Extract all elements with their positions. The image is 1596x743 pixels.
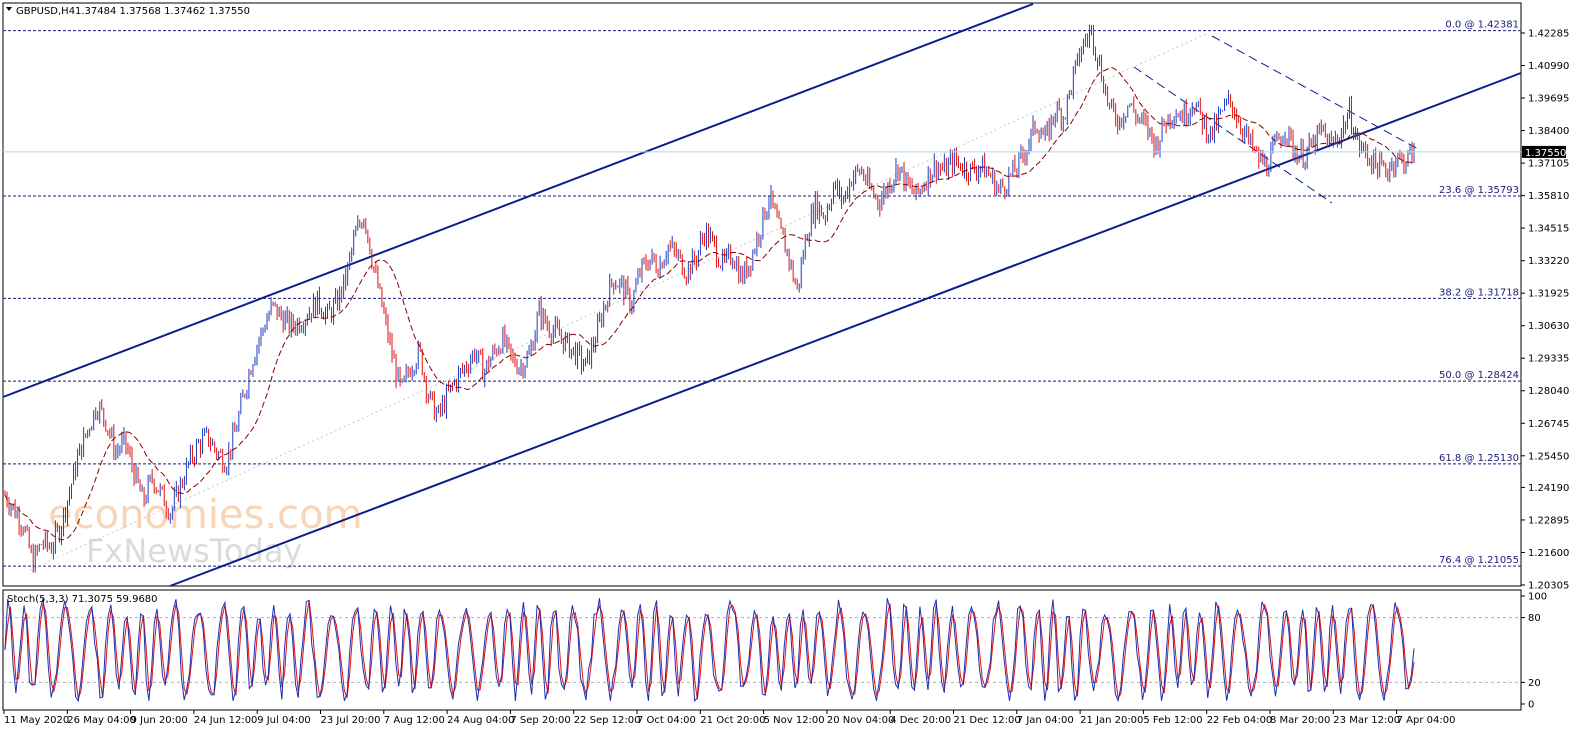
fibonacci-levels: 0.0 @ 1.42381 23.6 @ 1.35793 38.2 @ 1.3171… bbox=[3, 20, 1521, 567]
time-tick-label: 7 Jan 04:00 bbox=[1017, 715, 1074, 726]
time-tick-label: 23 Jul 20:00 bbox=[321, 715, 381, 726]
time-tick-label: 24 Aug 04:00 bbox=[447, 715, 514, 726]
time-tick-label: 11 May 2020 bbox=[4, 715, 69, 726]
price-tick-label: 1.37105 bbox=[1528, 159, 1569, 170]
time-tick-label: 22 Feb 04:00 bbox=[1207, 715, 1273, 726]
time-tick-label: 5 Nov 12:00 bbox=[764, 715, 825, 726]
price-tick-label: 1.33220 bbox=[1528, 256, 1569, 267]
price-tick-label: 1.20305 bbox=[1528, 581, 1569, 592]
time-tick-label: 21 Dec 12:00 bbox=[954, 715, 1021, 726]
price-tick-label: 1.39695 bbox=[1528, 94, 1569, 105]
chart-header: GBPUSD,H4 1.37484 1.37568 1.37462 1.3755… bbox=[6, 6, 250, 17]
moving-average-line bbox=[4, 67, 1415, 541]
stoch-tick-label: 20 bbox=[1528, 678, 1541, 689]
stoch-tick-label: 0 bbox=[1528, 700, 1534, 711]
fib-level-label: 23.6 @ 1.35793 bbox=[1439, 185, 1519, 196]
price-tick-label: 1.42285 bbox=[1528, 29, 1569, 40]
time-tick-label: 4 Dec 20:00 bbox=[890, 715, 951, 726]
price-series bbox=[4, 24, 1415, 573]
main-chart-frame bbox=[2, 2, 1522, 587]
time-tick-label: 23 Mar 12:00 bbox=[1333, 715, 1400, 726]
current-price: 1.37550 bbox=[3, 145, 1566, 159]
price-tick-label: 1.34515 bbox=[1528, 224, 1569, 235]
down-channel-top-dashed[interactable] bbox=[1211, 35, 1421, 151]
time-tick-label: 22 Sep 12:00 bbox=[574, 715, 641, 726]
fib-level-label: 76.4 @ 1.21055 bbox=[1439, 555, 1519, 566]
time-tick-label: 7 Oct 04:00 bbox=[637, 715, 696, 726]
time-tick-label: 21 Jan 20:00 bbox=[1080, 715, 1143, 726]
time-tick-label: 5 Feb 12:00 bbox=[1143, 715, 1202, 726]
current-price-label: 1.37550 bbox=[1525, 148, 1566, 159]
time-tick-label: 7 Apr 04:00 bbox=[1397, 715, 1456, 726]
price-tick-label: 1.24190 bbox=[1528, 483, 1569, 494]
time-tick-label: 9 Jul 04:00 bbox=[257, 715, 311, 726]
price-axis: 1.42285 1.40990 1.39695 1.38400 1.37105 1.358… bbox=[1521, 29, 1569, 592]
channel-upper-line[interactable] bbox=[2, 3, 1034, 398]
time-tick-label: 24 Jun 12:00 bbox=[194, 715, 258, 726]
price-tick-label: 1.38400 bbox=[1528, 126, 1569, 137]
stoch-label: Stoch(5,3,3) 71.3075 59.9680 bbox=[7, 594, 158, 605]
price-tick-label: 1.30630 bbox=[1528, 321, 1569, 332]
stoch-main-line bbox=[4, 598, 1415, 703]
symbol-label: GBPUSD,H4 bbox=[16, 6, 75, 17]
channel-lower-line[interactable] bbox=[169, 72, 1522, 587]
time-tick-label: 21 Oct 20:00 bbox=[700, 715, 765, 726]
price-tick-label: 1.26745 bbox=[1528, 419, 1569, 430]
time-tick-label: 9 Jun 20:00 bbox=[131, 715, 188, 726]
price-tick-label: 1.21600 bbox=[1528, 548, 1569, 559]
time-tick-label: 26 May 04:00 bbox=[67, 715, 136, 726]
stoch-tick-label: 100 bbox=[1528, 592, 1547, 603]
moving-average bbox=[4, 67, 1415, 541]
price-tick-label: 1.40990 bbox=[1528, 61, 1569, 72]
trend-channel bbox=[2, 3, 1522, 587]
price-tick-label: 1.25450 bbox=[1528, 451, 1569, 462]
down-channel-bottom-dashed[interactable] bbox=[1133, 66, 1333, 204]
watermark-sub: FxNewsToday bbox=[86, 532, 302, 570]
watermark-brand: economies.com bbox=[48, 492, 363, 538]
price-tick-label: 1.31925 bbox=[1528, 289, 1569, 300]
current-price-tag bbox=[1522, 145, 1566, 158]
fib-level-label: 50.0 @ 1.28424 bbox=[1439, 370, 1519, 381]
fib-level-label: 61.8 @ 1.25130 bbox=[1439, 453, 1519, 464]
fib-level-label: 38.2 @ 1.31718 bbox=[1439, 287, 1519, 298]
price-tick-label: 1.28040 bbox=[1528, 386, 1569, 397]
price-tick-label: 1.29335 bbox=[1528, 354, 1569, 365]
time-tick-label: 8 Mar 20:00 bbox=[1270, 715, 1330, 726]
time-tick-label: 7 Sep 20:00 bbox=[510, 715, 570, 726]
dropdown-triangle-icon[interactable] bbox=[6, 7, 12, 11]
time-tick-label: 7 Aug 12:00 bbox=[384, 715, 445, 726]
time-tick-label: 20 Nov 04:00 bbox=[827, 715, 894, 726]
stochastic-oscillator: 100 80 20 0 bbox=[3, 592, 1547, 711]
ohlc-values: 1.37484 1.37568 1.37462 1.37550 bbox=[75, 6, 250, 17]
price-tick-label: 1.35810 bbox=[1528, 191, 1569, 202]
price-tick-label: 1.22895 bbox=[1528, 515, 1569, 526]
stoch-tick-label: 80 bbox=[1528, 613, 1541, 624]
fib-level-label: 0.0 @ 1.42381 bbox=[1445, 20, 1519, 31]
fib-trendline-dotted bbox=[29, 32, 1209, 571]
